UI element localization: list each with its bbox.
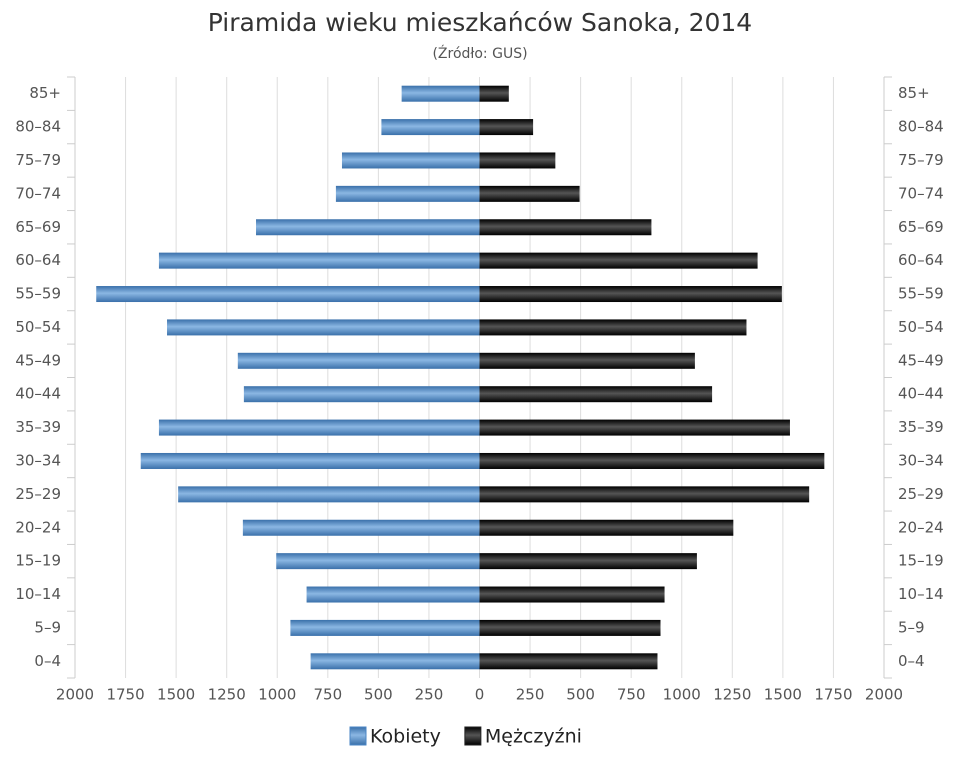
x-tick-label: 500 — [566, 686, 595, 704]
y-tick-label: 65–69 — [15, 218, 61, 236]
y-tick-label: 80–84 — [898, 118, 944, 136]
bar — [479, 319, 747, 336]
y-tick-label: 75–79 — [15, 151, 61, 169]
bar — [276, 553, 480, 570]
y-tick-label: 5–9 — [34, 618, 61, 636]
x-tick-label: 1750 — [106, 686, 144, 704]
x-tick-label: 1000 — [663, 686, 701, 704]
bar — [381, 119, 480, 136]
y-tick-label: 50–54 — [898, 318, 944, 336]
x-tick-label: 750 — [313, 686, 342, 704]
bar — [306, 586, 480, 603]
bar — [178, 486, 480, 503]
y-tick-label: 10–14 — [898, 585, 944, 603]
x-tick-label: 0 — [475, 686, 485, 704]
bar — [290, 619, 480, 636]
bar — [479, 619, 661, 636]
y-tick-label: 15–19 — [15, 552, 61, 570]
bar — [256, 219, 480, 236]
y-tick-label: 50–54 — [15, 318, 61, 336]
legend-swatch — [349, 726, 367, 746]
x-tick-label: 1250 — [208, 686, 246, 704]
bar — [479, 219, 652, 236]
bar — [140, 452, 480, 469]
bar — [242, 519, 480, 536]
bar — [310, 653, 480, 670]
y-tick-label: 30–34 — [15, 451, 61, 469]
x-tick-label: 750 — [617, 686, 646, 704]
bar — [479, 653, 658, 670]
bar — [479, 519, 734, 536]
y-tick-label: 70–74 — [898, 184, 944, 202]
x-tick-label: 2000 — [865, 686, 903, 704]
y-tick-label: 45–49 — [15, 351, 61, 369]
bar — [479, 352, 695, 369]
y-tick-label: 0–4 — [898, 652, 925, 670]
y-tick-label: 35–39 — [15, 418, 61, 436]
y-tick-label: 60–64 — [15, 251, 61, 269]
y-tick-label: 55–59 — [15, 285, 61, 303]
x-tick-label: 1500 — [764, 686, 802, 704]
bar — [479, 252, 758, 269]
y-tick-label: 35–39 — [898, 418, 944, 436]
x-tick-label: 250 — [516, 686, 545, 704]
bar — [341, 152, 480, 169]
bar — [479, 586, 665, 603]
bar — [158, 419, 480, 436]
bar — [335, 185, 480, 202]
bar — [479, 119, 534, 136]
x-tick-label: 500 — [364, 686, 393, 704]
y-tick-label: 75–79 — [898, 151, 944, 169]
y-tick-label: 60–64 — [898, 251, 944, 269]
y-tick-label: 20–24 — [898, 518, 944, 536]
y-tick-label: 30–34 — [898, 451, 944, 469]
y-tick-label: 55–59 — [898, 285, 944, 303]
bar — [479, 386, 713, 403]
bar — [479, 486, 810, 503]
bar — [167, 319, 480, 336]
y-tick-label: 25–29 — [898, 485, 944, 503]
y-tick-label: 5–9 — [898, 618, 925, 636]
legend-label: Mężczyźni — [485, 726, 582, 748]
bar — [401, 85, 480, 102]
bar — [479, 152, 556, 169]
chart-subtitle: (Źródło: GUS) — [432, 44, 527, 62]
x-tick-label: 1500 — [157, 686, 195, 704]
y-tick-label: 20–24 — [15, 518, 61, 536]
x-tick-label: 1250 — [713, 686, 751, 704]
y-tick-label: 85+ — [29, 84, 61, 102]
y-tick-label: 0–4 — [34, 652, 61, 670]
y-tick-label: 80–84 — [15, 118, 61, 136]
bar — [237, 352, 480, 369]
y-tick-label: 40–44 — [15, 385, 61, 403]
bar — [479, 286, 782, 303]
x-tick-label: 250 — [415, 686, 444, 704]
bar — [479, 452, 825, 469]
bar — [96, 286, 480, 303]
bar — [479, 553, 697, 570]
x-tick-label: 1000 — [258, 686, 296, 704]
legend-label: Kobiety — [370, 726, 441, 748]
y-tick-label: 45–49 — [898, 351, 944, 369]
bar — [243, 386, 480, 403]
y-tick-label: 10–14 — [15, 585, 61, 603]
legend-swatch — [464, 726, 482, 746]
y-tick-label: 25–29 — [15, 485, 61, 503]
x-tick-label: 1750 — [814, 686, 852, 704]
chart-title: Piramida wieku mieszkańców Sanoka, 2014 — [208, 8, 752, 37]
y-tick-label: 70–74 — [15, 184, 61, 202]
bar — [158, 252, 480, 269]
y-tick-label: 65–69 — [898, 218, 944, 236]
bar — [479, 419, 790, 436]
bar — [479, 85, 509, 102]
x-tick-label: 2000 — [56, 686, 94, 704]
y-tick-label: 85+ — [898, 84, 930, 102]
y-tick-label: 40–44 — [898, 385, 944, 403]
bar — [479, 185, 580, 202]
y-tick-label: 15–19 — [898, 552, 944, 570]
